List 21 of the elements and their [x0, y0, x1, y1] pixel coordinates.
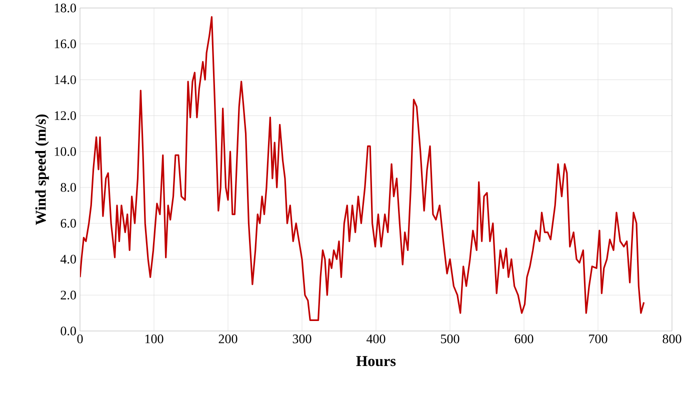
- y-tick-label: 2.0: [60, 290, 76, 300]
- y-tick-label: 10.0: [54, 147, 76, 156]
- x-tick-label: 200: [218, 334, 238, 344]
- x-tick-label: 800: [662, 334, 682, 344]
- y-tick-label: 16.0: [54, 39, 76, 48]
- y-tick-label: 8.0: [60, 183, 76, 192]
- y-tick-label: 6.0: [60, 218, 76, 228]
- y-tick-label: 18.0: [54, 4, 76, 12]
- x-tick-label: 100: [145, 334, 164, 344]
- x-tick-label: 400: [366, 334, 386, 344]
- x-tick-label: 500: [441, 334, 460, 344]
- x-tick-label: 0: [77, 334, 83, 344]
- x-tick-label: 300: [292, 334, 312, 344]
- x-tick-label: 600: [514, 334, 534, 344]
- y-tick-label: 12.0: [54, 111, 76, 120]
- y-tick-label: 4.0: [60, 254, 76, 264]
- y-axis-title: Wind speed (m/s): [35, 114, 49, 225]
- y-tick-label: 0.0: [60, 326, 76, 336]
- x-axis-title: Hours: [356, 356, 396, 366]
- y-tick-label: 14.0: [54, 75, 76, 84]
- x-tick-label: 700: [589, 334, 608, 344]
